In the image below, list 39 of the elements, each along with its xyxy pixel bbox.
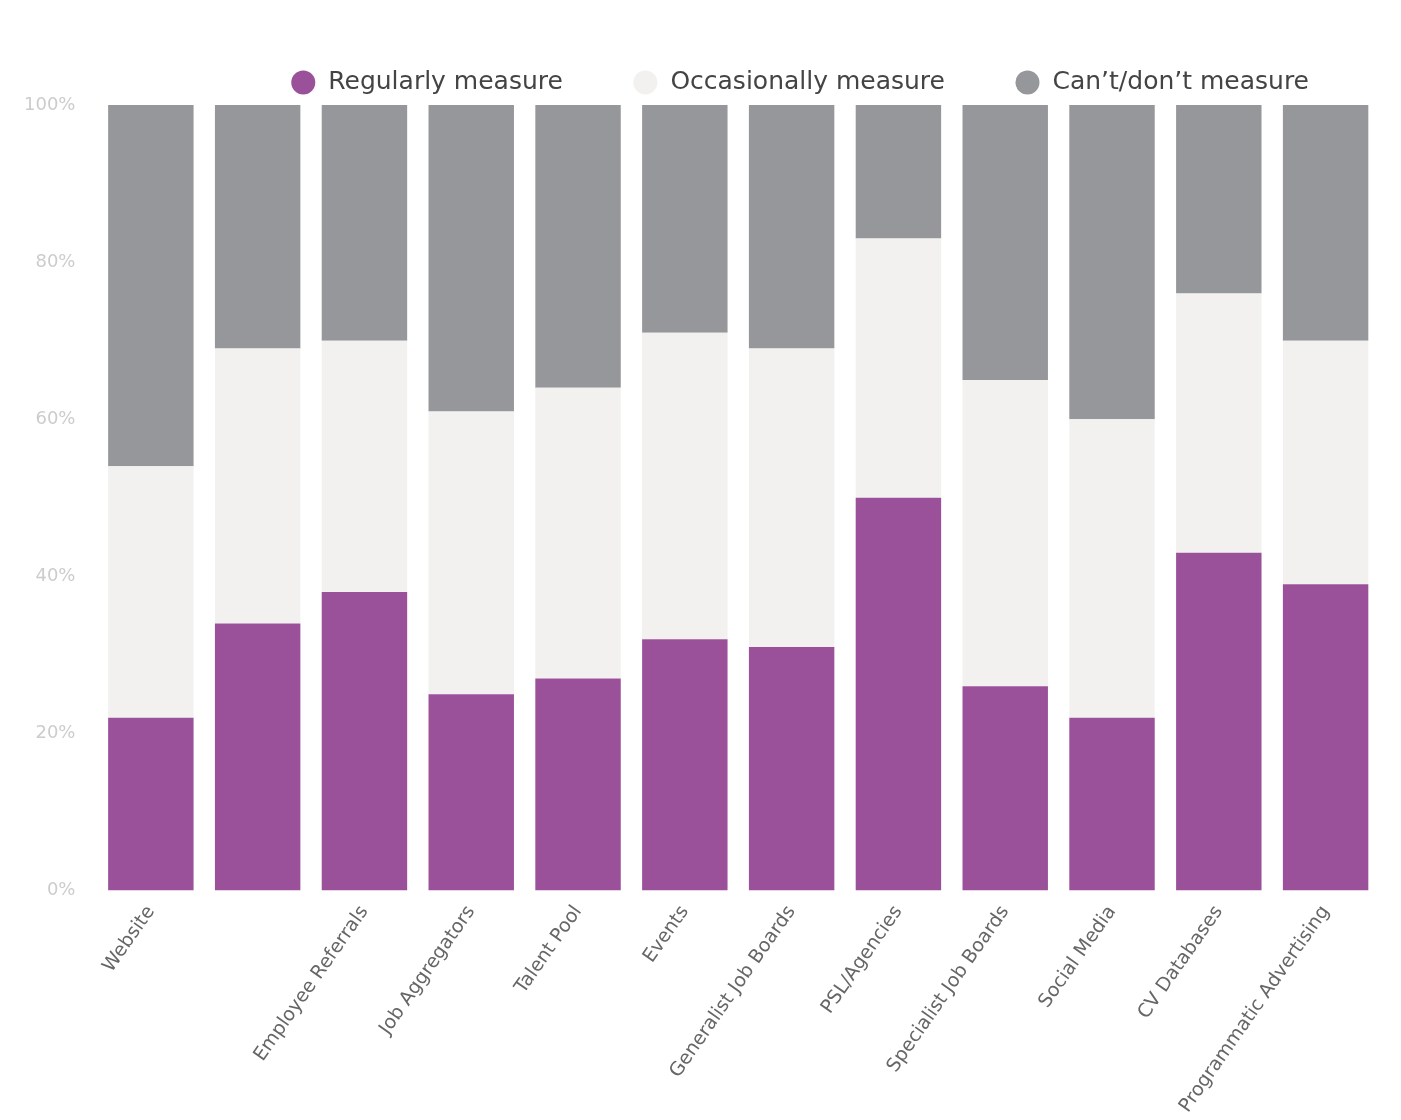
bar bbox=[855, 238, 942, 498]
bar bbox=[1282, 105, 1369, 341]
bar bbox=[108, 466, 194, 718]
bar bbox=[321, 340, 408, 593]
legend-label: Can’t/don’t measure bbox=[1052, 66, 1309, 95]
bar bbox=[1282, 584, 1369, 891]
bar bbox=[428, 694, 514, 891]
bar bbox=[748, 647, 835, 891]
bar bbox=[1069, 105, 1155, 420]
bar bbox=[214, 105, 301, 349]
bar bbox=[962, 379, 1048, 687]
bar bbox=[1176, 293, 1262, 553]
bar bbox=[1069, 419, 1155, 718]
bar bbox=[535, 678, 621, 891]
bar bbox=[108, 717, 194, 891]
bar bbox=[748, 105, 835, 349]
bar bbox=[855, 105, 942, 239]
legend-label: Occasionally measure bbox=[670, 66, 945, 95]
legend-label: Regularly measure bbox=[328, 66, 563, 95]
bar bbox=[1176, 552, 1262, 891]
bar bbox=[321, 105, 408, 341]
bar bbox=[535, 105, 621, 388]
bar bbox=[855, 497, 942, 891]
bar bbox=[1069, 717, 1155, 891]
bar bbox=[108, 105, 194, 467]
bar bbox=[321, 592, 408, 891]
bar bbox=[428, 411, 514, 695]
bar bbox=[642, 332, 728, 640]
bar bbox=[428, 105, 514, 412]
bar bbox=[1282, 340, 1369, 585]
bar bbox=[962, 105, 1048, 380]
bar bbox=[214, 348, 301, 624]
bar bbox=[642, 639, 728, 891]
bar bbox=[535, 387, 621, 679]
bar bbox=[642, 105, 728, 333]
bar bbox=[214, 623, 301, 891]
bar bbox=[748, 348, 835, 648]
bar bbox=[962, 686, 1048, 891]
bar bbox=[1176, 105, 1262, 294]
